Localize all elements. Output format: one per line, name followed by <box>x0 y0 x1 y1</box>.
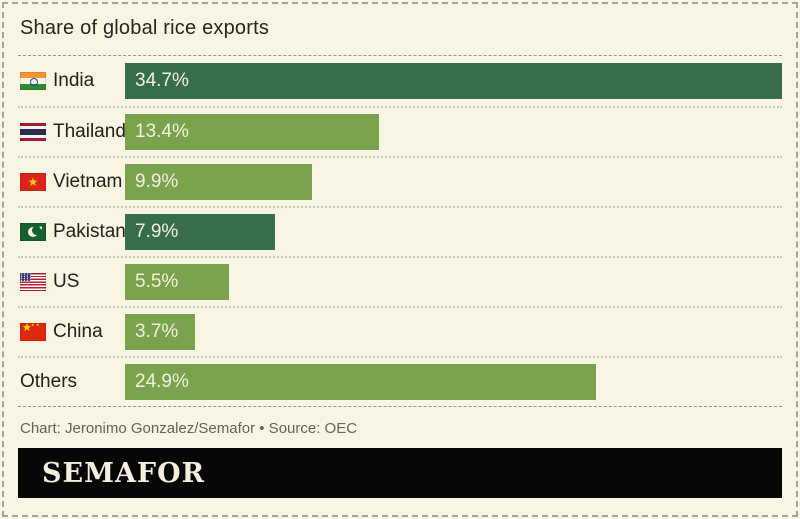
row-label-cell: US <box>18 271 125 293</box>
china-flag-icon <box>20 323 46 341</box>
bar-value-label: 9.9% <box>135 171 179 192</box>
semafor-logo: SEMAFOR <box>42 457 206 489</box>
bar-china: 3.7% <box>125 314 196 350</box>
pakistan-flag-icon <box>20 223 46 241</box>
country-label: China <box>53 321 103 342</box>
bar-value-label: 24.9% <box>135 371 189 392</box>
row-label-cell: Others <box>18 371 125 393</box>
bar-value-label: 3.7% <box>135 321 179 342</box>
bar-value-label: 5.5% <box>135 271 179 292</box>
row-label-cell: India <box>18 70 125 92</box>
row-label-cell: China <box>18 321 125 343</box>
bar-value-label: 7.9% <box>135 221 179 242</box>
credit-block: Chart: Jeronimo Gonzalez/Semafor • Sourc… <box>18 407 782 448</box>
chart-row: Others 24.9% <box>18 356 782 406</box>
bar-track: 13.4% <box>125 114 782 150</box>
bar-pakistan: 7.9% <box>125 214 275 250</box>
country-label: US <box>53 271 80 292</box>
bar-track: 3.7% <box>125 314 782 350</box>
country-label: Others <box>20 371 78 392</box>
india-flag-icon <box>20 72 46 90</box>
country-label: Thailand <box>53 121 126 142</box>
chart-title: Share of global rice exports <box>20 17 270 39</box>
chart-credit: Chart: Jeronimo Gonzalez/Semafor • Sourc… <box>20 420 358 437</box>
row-label-cell: Vietnam <box>18 171 125 193</box>
vietnam-flag-icon <box>20 173 46 191</box>
bar-track: 5.5% <box>125 264 782 300</box>
row-label-cell: Pakistan <box>18 221 126 243</box>
bar-track: 34.7% <box>125 63 782 99</box>
row-label-cell: Thailand <box>18 121 126 143</box>
bar-track: 7.9% <box>125 214 782 250</box>
bar-track: 24.9% <box>125 364 782 400</box>
bar-value-label: 13.4% <box>135 121 189 142</box>
semafor-banner: SEMAFOR <box>18 448 782 498</box>
chart-row: Vietnam 9.9% <box>18 156 782 206</box>
bar-thailand: 13.4% <box>125 114 379 150</box>
bar-us: 5.5% <box>125 264 230 300</box>
thailand-flag-icon <box>20 123 46 141</box>
bar-india: 34.7% <box>125 63 782 99</box>
bar-value-label: 34.7% <box>135 70 189 91</box>
chart-row: US 5.5% <box>18 256 782 306</box>
bar-track: 9.9% <box>125 164 782 200</box>
chart-rows: India 34.7% Thailand 13.4% Vietnam 9.9% Pakist… <box>18 56 782 407</box>
title-block: Share of global rice exports <box>18 4 782 56</box>
chart-row: India 34.7% <box>18 56 782 106</box>
us-flag-icon <box>20 273 46 291</box>
bar-others: 24.9% <box>125 364 597 400</box>
chart-row: China 3.7% <box>18 306 782 356</box>
chart-row: Thailand 13.4% <box>18 106 782 156</box>
country-label: Vietnam <box>53 171 123 192</box>
chart-row: Pakistan 7.9% <box>18 206 782 256</box>
country-label: Pakistan <box>53 221 126 242</box>
bar-vietnam: 9.9% <box>125 164 313 200</box>
country-label: India <box>53 70 95 91</box>
